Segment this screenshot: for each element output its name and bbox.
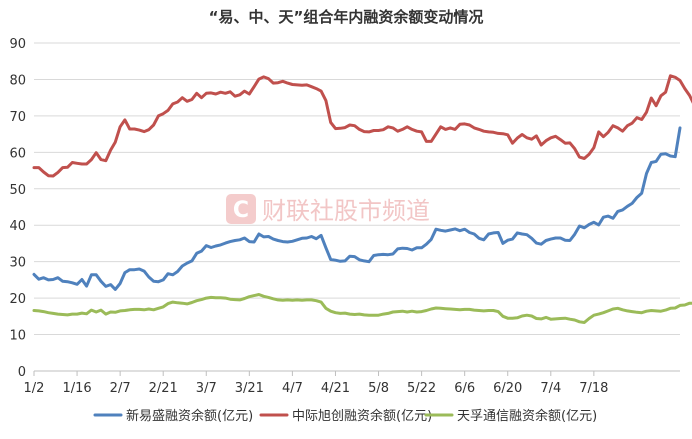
y-tick-label: 40 — [9, 219, 26, 234]
y-tick-label: 60 — [9, 146, 26, 161]
x-tick-label: 5/22 — [407, 381, 436, 396]
x-tick-label: 4/7 — [282, 381, 303, 396]
y-tick-label: 90 — [9, 37, 26, 52]
legend-label: 天孚通信融资余额(亿元) — [457, 408, 597, 424]
y-tick-label: 50 — [9, 183, 26, 198]
series-lines — [32, 74, 692, 324]
watermark-logo-icon: C — [226, 194, 256, 224]
legend: 新易盛融资余额(亿元) 中际旭创融资余额(亿元) 天孚通信融资余额(亿元) — [93, 408, 597, 424]
chart-title: “易、中、天”组合年内融资余额变动情况 — [209, 8, 484, 26]
x-tick-label: 6/20 — [493, 381, 522, 396]
x-tick-label: 7/4 — [540, 381, 561, 396]
x-tick-label: 4/21 — [321, 381, 350, 396]
y-tick-label: 0 — [18, 365, 26, 380]
x-tick-label: 6/6 — [454, 381, 475, 396]
watermark: C 财联社股市频道 — [226, 194, 430, 225]
y-tick-label: 20 — [9, 292, 26, 307]
y-tick-label: 70 — [9, 110, 26, 125]
x-tick-label: 2/7 — [110, 381, 131, 396]
x-tick-label: 3/21 — [235, 381, 264, 396]
x-tick-label: 1/2 — [24, 381, 45, 396]
series-line-2 — [32, 293, 692, 324]
x-axis-ticks: 1/2 1/16 2/7 2/21 3/7 3/21 4/7 4/21 5/8 5/22 6/6 6/… — [24, 371, 608, 396]
legend-item-1: 中际旭创融资余额(亿元) — [259, 408, 432, 424]
legend-label: 中际旭创融资余额(亿元) — [292, 408, 432, 424]
legend-item-0: 新易盛融资余额(亿元) — [93, 408, 253, 424]
legend-label: 新易盛融资余额(亿元) — [126, 408, 253, 424]
x-tick-label: 1/16 — [62, 381, 91, 396]
svg-text:C: C — [233, 198, 249, 223]
y-tick-label: 80 — [9, 73, 26, 88]
y-tick-label: 10 — [9, 329, 26, 344]
series-line-1 — [32, 74, 692, 178]
watermark-text: 财联社股市频道 — [262, 197, 430, 225]
x-tick-label: 5/8 — [368, 381, 389, 396]
legend-item-2: 天孚通信融资余额(亿元) — [424, 408, 597, 424]
x-tick-label: 7/18 — [579, 381, 608, 396]
x-tick-label: 2/21 — [149, 381, 178, 396]
y-tick-label: 30 — [9, 256, 26, 271]
series-line-0 — [32, 126, 682, 291]
grid-lines — [34, 42, 680, 336]
y-axis-ticks: 0 10 20 30 40 50 60 70 80 90 — [9, 37, 26, 380]
x-tick-label: 3/7 — [196, 381, 217, 396]
